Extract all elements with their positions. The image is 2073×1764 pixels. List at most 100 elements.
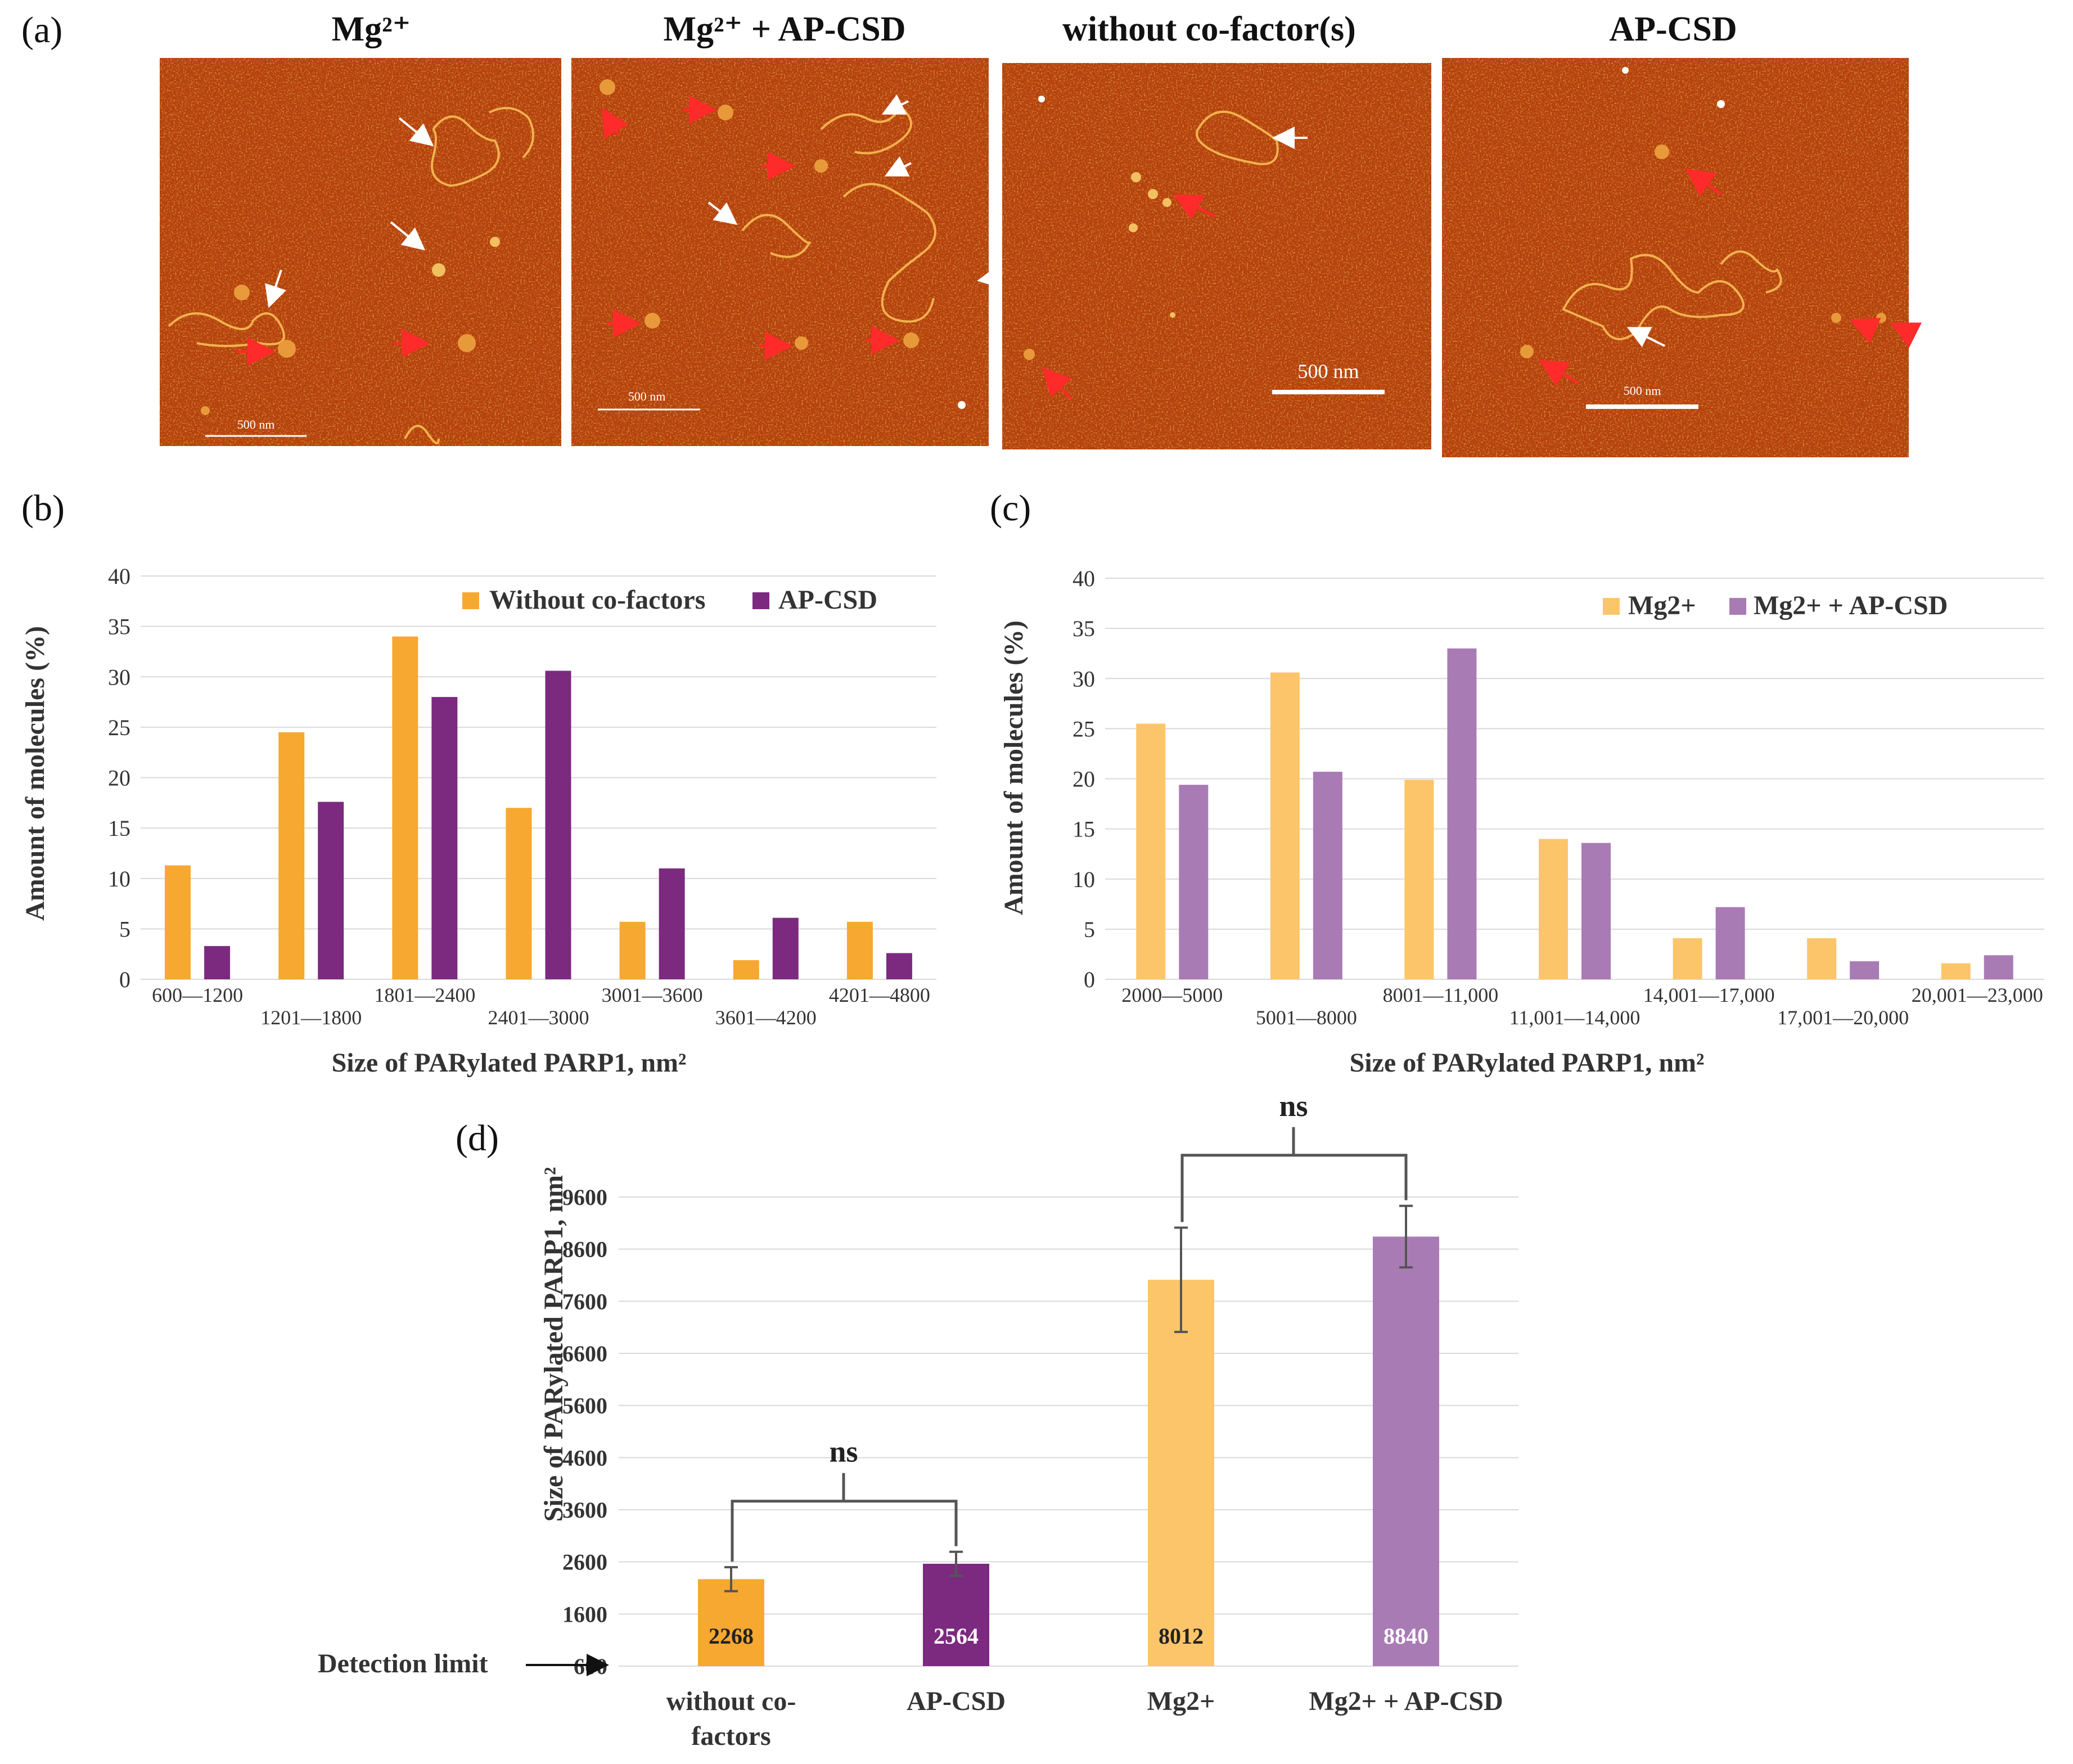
chart-c-ytick-label: 0 [1084,967,1095,992]
chart-b-bar-s1-1 [165,865,191,979]
afm-title-apcsd: AP-CSD [1609,10,1737,48]
chart-c-bar-s2-4 [1581,843,1611,979]
chart-d-ytick-label: 6600 [562,1341,607,1366]
chart-b-legend-swatch-2 [752,592,769,609]
chart-c-bar-s2-6 [1850,961,1880,979]
chart-c-ylabel: Amount of molecules (%) [999,620,1029,915]
chart-b-xtick-label: 3601—4200 [715,1006,817,1029]
chart-c-bar-s1-6 [1807,938,1837,979]
afm-title-without-cofactors: without co-factor(s) [1062,10,1356,48]
chart-b-bar-s1-4 [506,808,532,979]
chart-c-bar-s2-1 [1179,785,1209,979]
chart-c-bar-s2-5 [1715,907,1745,979]
chart-c-ytick-label: 15 [1072,817,1095,842]
panel-b-label: (b) [21,488,65,529]
chart-c-ytick-label: 40 [1072,566,1095,591]
chart-b-xtick-label: 3001—3600 [602,984,703,1006]
chart-d-bar-4 [1373,1236,1439,1666]
chart-b-ytick-label: 10 [108,866,130,892]
chart-b-legend-label-1: Without co-factors [489,585,705,615]
chart-d-value-label-3: 8012 [1159,1623,1204,1649]
chart-b-bar-s2-1 [204,946,231,979]
chart-b-ytick-label: 35 [108,614,130,640]
chart-b-ylabel: Amount of molecules (%) [20,626,50,921]
chart-b: 0 5 10 15 20 25 30 35 40 600—1200 1201—1800 1801—24… [108,564,936,1029]
chart-c-xtick-label: 8001—11,000 [1383,984,1499,1006]
afm-scale-label-2: 500 nm [628,389,666,403]
chart-b-xtick-label: 1801—2400 [374,984,475,1006]
chart-d-significance-label-1: ns [829,1435,858,1469]
chart-b-bar-s2-5 [659,868,685,979]
chart-c-ytick-label: 35 [1072,616,1095,641]
chart-c-xlabel: Size of PARylated PARP1, nm² [1350,1048,1705,1078]
chart-c-legend: Mg2+ Mg2+ + AP-CSD [1603,591,1948,620]
afm-title-mg-apcsd: Mg²⁺ + AP-CSD [663,10,905,48]
chart-d-ytick-label: 5600 [562,1393,607,1419]
chart-c-bar-s1-3 [1404,780,1434,979]
chart-c-xtick-label: 11,001—14,000 [1509,1006,1641,1029]
chart-c-legend-label-2: Mg2+ + AP-CSD [1754,591,1948,620]
chart-d-bar-2 [923,1564,989,1666]
chart-d-bar-1 [698,1579,764,1666]
afm-image-mg-apcsd: 500 nm [571,58,1007,446]
chart-b-bar-s1-7 [846,921,873,979]
chart-b-xtick-label: 4201—4800 [829,984,930,1006]
chart-b-legend: Without co-factors AP-CSD [462,585,877,615]
chart-b-bar-s2-3 [431,697,458,979]
chart-c-xtick-label: 20,001—23,000 [1912,984,2043,1006]
chart-b-legend-label-2: AP-CSD [778,585,877,615]
panel-a-label: (a) [21,10,62,51]
chart-b-bar-s1-5 [619,921,646,979]
chart-b-xtick-label: 600—1200 [152,984,243,1006]
afm-scale-label-3: 500 nm [1297,360,1359,382]
chart-c-xtick-label: 14,001—17,000 [1643,984,1775,1006]
chart-d-ytick-label: 1600 [562,1601,607,1627]
chart-b-ytick-label: 30 [108,664,130,690]
chart-b-bar-s2-6 [772,917,799,979]
chart-c: 0 5 10 15 20 25 30 35 40 2000—5000 5001—8000 8001—1… [1072,566,2044,1029]
chart-d-significance-label-2: ns [1279,1089,1308,1123]
chart-d-ytick-label: 3600 [562,1497,607,1523]
chart-c-ytick-label: 5 [1084,917,1095,942]
chart-d-xtick-label: AP-CSD [907,1686,1006,1716]
chart-b-ytick-label: 25 [108,715,130,740]
chart-c-legend-label-1: Mg2+ [1628,591,1696,620]
chart-d-ytick-label: 7600 [562,1289,607,1314]
chart-b-bar-s1-3 [392,636,418,979]
chart-d-value-label-4: 8840 [1383,1623,1428,1649]
chart-b-bar-s1-2 [278,732,305,979]
afm-image-apcsd: 500 nm [1442,58,1922,457]
chart-b-bar-s2-4 [545,670,571,979]
chart-c-legend-swatch-1 [1603,598,1620,615]
chart-c-bar-s1-7 [1941,963,1971,979]
chart-c-bar-s1-2 [1270,672,1300,979]
chart-d-ytick-label: 2600 [562,1550,607,1575]
chart-d-ytick-label: 9600 [562,1185,607,1210]
chart-b-ytick-label: 15 [108,816,130,841]
afm-scale-label-1: 500 nm [237,417,275,431]
panel-d-label: (d) [456,1118,499,1159]
chart-d-xtick-label: Mg2+ + AP-CSD [1309,1686,1503,1716]
panel-c-label: (c) [990,488,1031,529]
chart-d-significance-bracket-2 [1180,1127,1408,1222]
chart-d-ytick-label: 600 [574,1654,607,1679]
chart-c-bar-s1-1 [1136,723,1166,979]
chart-c-ytick-label: 10 [1072,867,1095,892]
chart-c-bar-s2-7 [1984,955,2013,979]
detection-limit-label: Detection limit [318,1649,488,1678]
chart-c-bar-s2-2 [1313,772,1342,979]
chart-b-ytick-label: 5 [119,916,130,942]
chart-c-xtick-label: 2000—5000 [1121,984,1223,1006]
chart-c-bar-s2-3 [1447,648,1477,979]
chart-c-xtick-label: 17,001—20,000 [1777,1006,1909,1029]
chart-b-ytick-label: 0 [119,967,130,992]
chart-d-significance-bracket-1 [731,1473,958,1562]
chart-b-ytick-label: 40 [108,564,130,589]
chart-c-legend-swatch-2 [1729,598,1746,615]
chart-c-ytick-label: 30 [1072,666,1095,691]
afm-title-mg: Mg²⁺ [332,10,411,48]
chart-d-xtick-label: Mg2+ [1147,1686,1215,1716]
chart-c-ytick-label: 20 [1072,767,1095,792]
chart-b-xlabel: Size of PARylated PARP1, nm² [332,1048,687,1078]
chart-c-xtick-label: 5001—8000 [1256,1006,1357,1029]
